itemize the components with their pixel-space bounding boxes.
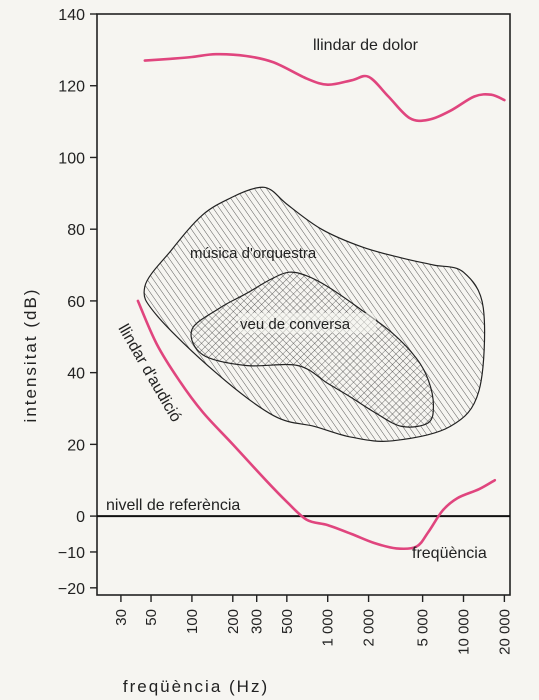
x-tick-label: 50 [143,609,160,626]
y-tick-label: 20 [67,437,85,454]
x-tick-label: 20 000 [496,609,513,655]
x-tick-label: 10 000 [456,609,473,655]
x-tick-label: 5 000 [415,609,432,647]
orchestra-music-label: música d'orquestra [190,245,317,262]
x-tick-label: 1 000 [320,609,337,647]
y-tick-label: 60 [67,294,85,311]
y-tick-label: 120 [58,79,85,96]
x-axis-title: freqüència (Hz) [123,677,269,696]
y-tick-label: −10 [58,545,85,562]
x-tick-label: 2 000 [361,609,378,647]
y-tick-label: −20 [58,581,85,598]
x-tick-label: 200 [225,609,242,634]
reference-line-label: nivell de referència [106,497,240,514]
y-axis-title: intensitat (dB) [21,288,40,423]
x-tick-label: 30 [113,609,130,626]
x-tick-label: 300 [249,609,266,634]
speech-label-bg [238,313,376,333]
x-tick-label: 500 [279,609,296,634]
y-tick-label: 0 [76,509,85,526]
plot-frame [96,13,511,596]
y-tick-label: 80 [67,222,85,239]
hearing-threshold-curve [136,299,497,551]
y-tick-label: 140 [58,7,85,24]
y-tick-label: 100 [58,150,85,167]
y-tick-label: 40 [67,366,85,383]
y-axis: −20 −10 0 20 40 60 80 100 120 140 [58,7,97,598]
speech-label: veu de conversa [240,316,351,333]
x-axis: 30 50 100 200 300 500 1 000 2 000 5 000 10 000 20 … [113,595,513,655]
pain-threshold-curve [143,52,506,123]
frequency-annotation: freqüència [412,545,487,562]
pain-threshold-label: llindar de dolor [313,37,419,54]
speech-region-fill [190,271,435,428]
x-tick-label: 100 [184,609,201,634]
